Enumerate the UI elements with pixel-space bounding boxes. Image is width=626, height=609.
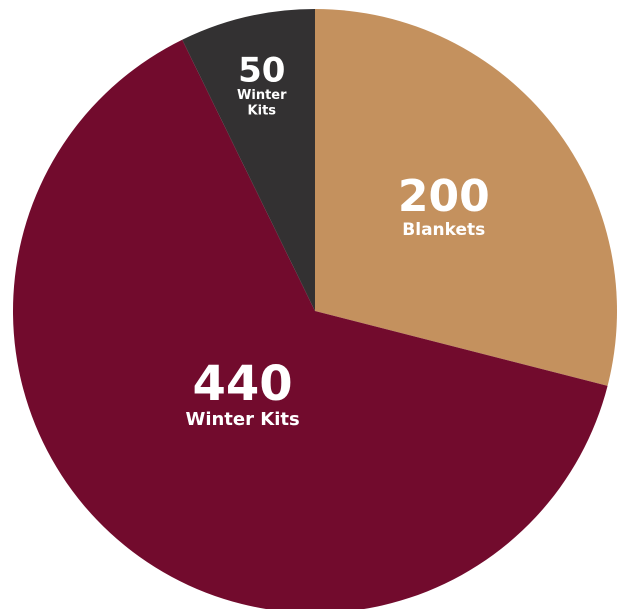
pie-slices bbox=[13, 9, 618, 609]
slice-label-0: Blankets bbox=[402, 220, 485, 240]
slice-value-1: 440 bbox=[192, 356, 292, 412]
slice-value-0: 200 bbox=[398, 171, 490, 222]
slice-label-1: Winter Kits bbox=[185, 409, 299, 430]
pie-slice-1 bbox=[13, 39, 608, 609]
slice-value-2: 50 bbox=[238, 51, 285, 91]
pie-slice-2 bbox=[182, 9, 315, 311]
slice-label-2: Winter Kits bbox=[237, 88, 287, 119]
pie-slice-0 bbox=[315, 9, 618, 386]
